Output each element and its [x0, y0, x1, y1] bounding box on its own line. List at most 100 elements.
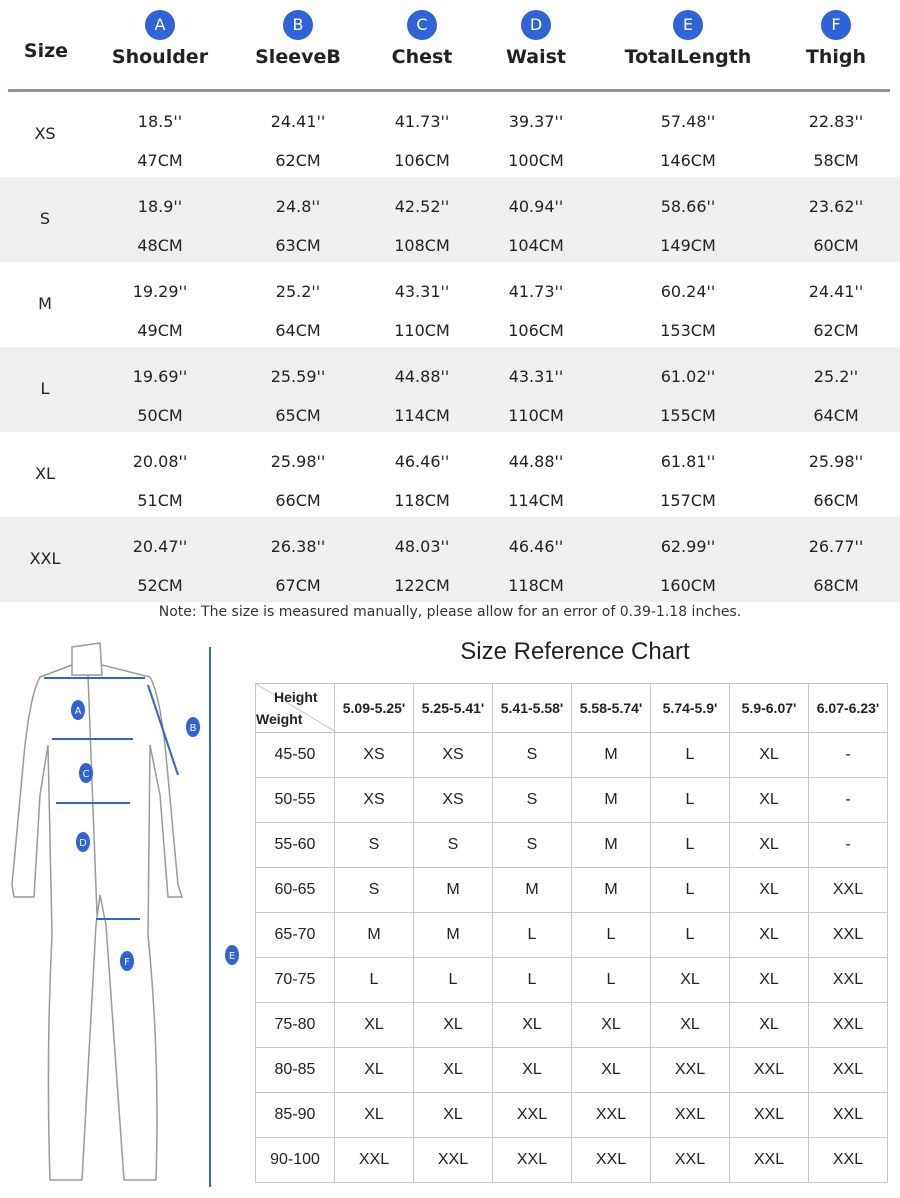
inch-cell: 26.77'' — [808, 537, 864, 556]
size-cell: M — [571, 867, 651, 913]
inch-cell: 26.38'' — [270, 537, 326, 556]
weight-range: 90-100 — [255, 1137, 335, 1183]
height-label: Height — [274, 689, 318, 705]
cm-cell: 52CM — [137, 576, 183, 595]
column-label: Shoulder — [111, 46, 209, 68]
size-cell: XXL — [808, 867, 888, 913]
size-cell: - — [808, 822, 888, 868]
cm-cell: 65CM — [275, 406, 321, 425]
label-f: F — [124, 957, 130, 968]
size-cell: XL — [413, 1092, 493, 1138]
column-label: Chest — [391, 46, 453, 68]
size-cell: XXL — [808, 1002, 888, 1048]
cm-cell: 66CM — [275, 491, 321, 510]
weight-range: 45-50 — [255, 732, 335, 778]
jumpsuit-diagram: A B C D E F — [11, 642, 239, 1187]
size-cell: XL — [334, 1047, 414, 1093]
weight-range: 80-85 — [255, 1047, 335, 1093]
height-range: 5.25-5.41' — [413, 683, 493, 733]
cm-cell: 49CM — [137, 321, 183, 340]
size-cell: S — [413, 822, 493, 868]
column-header: F Thigh — [756, 0, 900, 68]
inch-cell: 18.5'' — [137, 112, 183, 131]
size-cell: S — [334, 822, 414, 868]
badge-icon: A — [145, 10, 175, 40]
inch-cell: 43.31'' — [394, 282, 450, 301]
column-label: Thigh — [805, 46, 867, 68]
cm-cell: 51CM — [137, 491, 183, 510]
inch-cell: 18.9'' — [137, 197, 183, 216]
size-cell: XXL — [492, 1092, 572, 1138]
table-row: XXL 20.47'' 52CM 26.38'' 67CM 48.03'' 122CM 46.… — [0, 517, 900, 602]
cm-cell: 114CM — [394, 406, 450, 425]
size-cell: M — [413, 867, 493, 913]
inch-cell: 40.94'' — [508, 197, 564, 216]
inch-cell: 41.73'' — [394, 112, 450, 131]
cm-cell: 67CM — [275, 576, 321, 595]
column-header: C Chest — [342, 0, 502, 68]
height-range: 6.07-6.23' — [808, 683, 888, 733]
cm-cell: 62CM — [275, 151, 321, 170]
table-row: 50-55 XS XS S M L XL - — [255, 777, 888, 823]
cm-cell: 110CM — [508, 406, 564, 425]
size-cell: S — [492, 732, 572, 778]
size-cell: L — [413, 957, 493, 1003]
size-cell: XXL — [334, 1137, 414, 1183]
cm-cell: 118CM — [394, 491, 450, 510]
size-cell: L — [650, 732, 730, 778]
size-cell: XXL — [808, 1092, 888, 1138]
badge-icon: F — [821, 10, 851, 40]
inch-cell: 19.29'' — [132, 282, 188, 301]
size-cell: L — [40, 379, 50, 398]
column-label: SleeveB — [255, 46, 341, 68]
table-row: XL 20.08'' 51CM 25.98'' 66CM 46.46'' 118CM 44.8… — [0, 432, 900, 517]
size-cell: S — [39, 209, 51, 228]
size-cell: XL — [650, 957, 730, 1003]
inch-cell: 24.41'' — [808, 282, 864, 301]
size-cell: L — [650, 912, 730, 958]
table-row: S 18.9'' 48CM 24.8'' 63CM 42.52'' 108CM 40.94''… — [0, 177, 900, 262]
inch-cell: 46.46'' — [394, 452, 450, 471]
size-table-header: Size A Shoulder B SleeveB C Chest D Waist E TotalL… — [0, 0, 900, 90]
table-row: 45-50 XS XS S M L XL - — [255, 732, 888, 778]
inch-cell: 20.08'' — [132, 452, 188, 471]
size-cell: XXL — [650, 1092, 730, 1138]
size-cell: M — [571, 732, 651, 778]
size-cell: XL — [729, 867, 809, 913]
size-cell: M — [492, 867, 572, 913]
size-cell: XL — [492, 1002, 572, 1048]
size-cell: XS — [413, 732, 493, 778]
size-cell: XS — [334, 777, 414, 823]
badge-icon: B — [283, 10, 313, 40]
inch-cell: 44.88'' — [508, 452, 564, 471]
height-range: 5.09-5.25' — [334, 683, 414, 733]
height-header-row: Height Weight 5.09-5.25' 5.25-5.41' 5.41-5.5… — [255, 683, 888, 733]
size-cell: - — [808, 732, 888, 778]
size-cell: XXL — [650, 1137, 730, 1183]
cm-cell: 108CM — [394, 236, 450, 255]
size-cell: XL — [571, 1002, 651, 1048]
inch-cell: 20.47'' — [132, 537, 188, 556]
cm-cell: 48CM — [137, 236, 183, 255]
cm-cell: 153CM — [660, 321, 716, 340]
size-cell: XL — [492, 1047, 572, 1093]
column-label: Waist — [505, 46, 566, 68]
table-row: 70-75 L L L L XL XL XXL — [255, 957, 888, 1003]
size-cell: L — [571, 912, 651, 958]
inch-cell: 57.48'' — [660, 112, 716, 131]
cm-cell: 114CM — [508, 491, 564, 510]
column-label: TotalLength — [624, 46, 752, 68]
weight-range: 65-70 — [255, 912, 335, 958]
inch-cell: 25.2'' — [813, 367, 859, 386]
header-divider — [8, 89, 890, 92]
size-cell: XL — [729, 732, 809, 778]
size-cell: XXL — [29, 549, 61, 568]
reference-chart-title: Size Reference Chart — [460, 638, 690, 665]
table-row: 90-100 XXL XXL XXL XXL XXL XXL XXL — [255, 1137, 888, 1183]
cm-cell: 146CM — [660, 151, 716, 170]
corner-cell: Height Weight — [255, 683, 336, 733]
size-cell: S — [492, 777, 572, 823]
cm-cell: 104CM — [508, 236, 564, 255]
table-row: XS 18.5'' 47CM 24.41'' 62CM 41.73'' 106CM 39.37… — [0, 92, 900, 177]
inch-cell: 25.2'' — [275, 282, 321, 301]
